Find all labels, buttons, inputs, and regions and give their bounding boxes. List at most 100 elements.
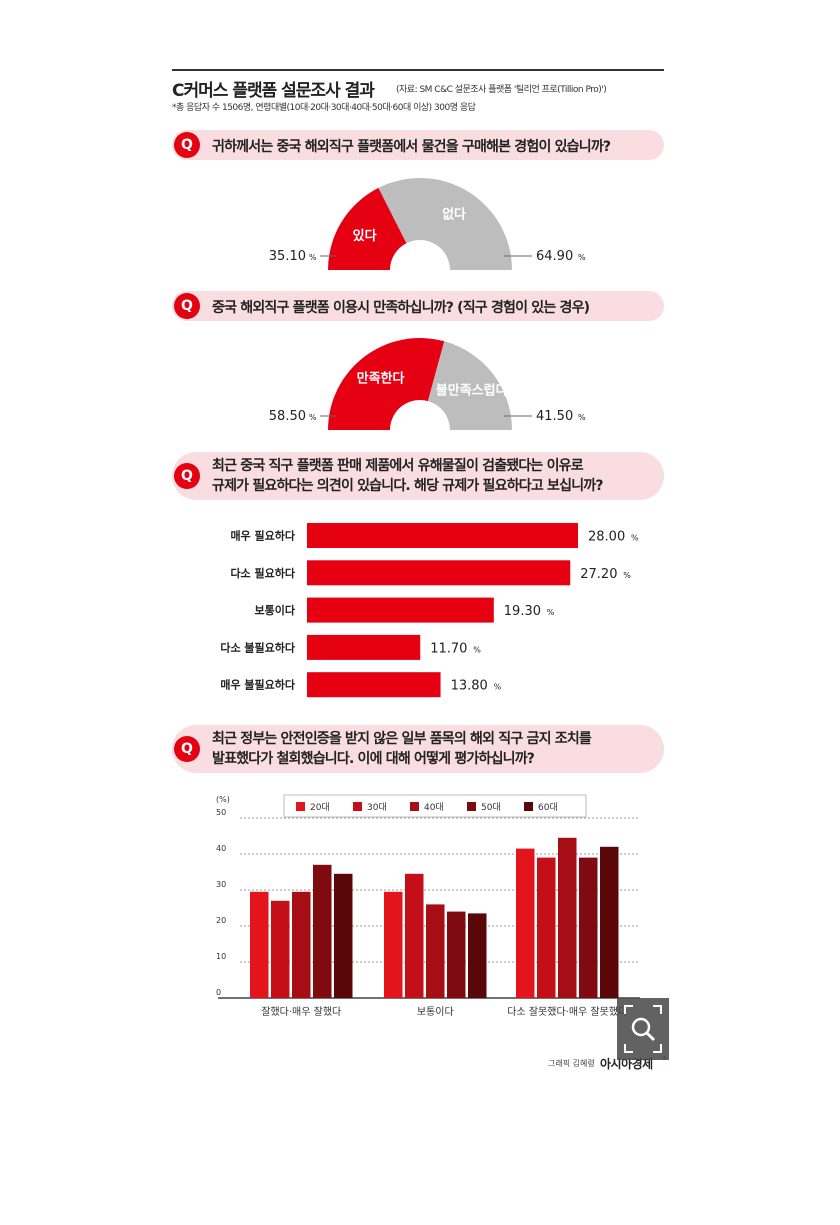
zoom-button[interactable] [617,998,669,1060]
legend-swatch [353,802,362,811]
legend-swatch [467,802,476,811]
y-tick-label: 10 [216,952,226,961]
question-2-text: 중국 해외직구 플랫폼 이용시 만족하십니까? (직구 경험이 있는 경우) [212,300,590,316]
question-3-line-2: 규제가 필요하다는 의견이 있습니다. 해당 규제가 필요하다고 보십니까? [212,478,603,494]
bar [537,857,556,998]
bar-category-label: 보통이다 [255,603,296,617]
bar [307,560,571,586]
bar [271,900,290,998]
y-tick-label: 20 [216,916,226,925]
bar [307,597,494,623]
bar [426,904,445,998]
donut-slice [328,338,445,430]
title-rule [172,69,664,71]
legend-label: 60대 [538,802,558,813]
brand-mark: * [662,1055,667,1065]
slice-label: 불만족스럽다 [436,383,508,399]
bar-value-label: 27.20 [580,567,617,582]
unit-label: % [623,571,631,580]
bar [313,864,332,998]
x-category-label: 다소 잘못했다·매우 잘못했다 [507,1005,627,1018]
unit-label: % [309,253,317,262]
bar [292,891,311,998]
page-title: C커머스 플랫폼 설문조사 결과 [172,81,375,101]
q-icon: Q [174,293,200,319]
y-tick-label: 40 [216,844,226,853]
y-tick-label: 0 [216,988,221,997]
question-4: Q 최근 정부는 안전인증을 받지 않은 일부 품목의 해외 직구 금지 조치를… [172,725,664,773]
y-tick-label: 30 [216,880,226,889]
y-tick-label: 50 [216,808,226,817]
bar-category-label: 매우 필요하다 [230,529,295,543]
brand-logo: 아시아경제 [600,1057,653,1071]
bar-category-label: 매우 불필요하다 [220,678,296,692]
value-label-right: 41.50 [536,409,573,424]
bar-value-label: 28.00 [588,530,625,545]
question-3-line-1: 최근 중국 직구 플랫폼 판매 제품에서 유해물질이 검출됐다는 이유로 [212,458,584,474]
respondent-note: *총 응답자 수 1506명, 연령대별(10대·20대·30대·40대·50대… [172,103,476,113]
bar [405,873,424,998]
legend-swatch [524,802,533,811]
donut-slice [427,341,512,430]
legend-label: 50대 [481,802,501,813]
bar [334,873,353,998]
question-3-text: 최근 중국 직구 플랫폼 판매 제품에서 유해물질이 검출됐다는 이유로 규제가… [212,456,603,496]
value-label-left: 58.50 [269,409,306,424]
source-note: (자료: SM C&C 설문조사 플랫폼 '틸리언 프로(Tillion Pro… [396,85,607,95]
x-category-label: 보통이다 [417,1006,454,1018]
graphic-credit: 그래픽 김혜령 [548,1059,595,1068]
legend-box [283,794,587,818]
hbar-chart: 매우 필요하다 28.00 % 다소 필요하다 27.20 % 보통이다 19.30 % 다소 불… [220,523,639,698]
y-axis-unit: (%) [216,795,230,804]
bar [307,523,578,548]
bar [384,891,403,998]
bar [250,891,269,998]
unit-label: % [578,253,586,262]
slice-label: 없다 [442,207,466,223]
legend-swatch [410,802,419,811]
bar-category-label: 다소 필요하다 [230,566,295,580]
value-label-left: 35.10 [269,249,306,264]
question-4-line-2: 발표했다가 철회했습니다. 이에 대해 어떻게 평가하십니까? [212,751,535,767]
bar-value-label: 13.80 [451,679,488,694]
question-3: Q 최근 중국 직구 플랫폼 판매 제품에서 유해물질이 검출됐다는 이유로 규… [172,452,664,500]
donut-slice [328,187,407,270]
unit-label: % [631,534,639,543]
unit-label: % [309,413,317,422]
q-icon: Q [174,463,200,489]
donut-slice [378,178,512,270]
value-label-right: 64.90 [536,249,573,264]
question-1: Q 귀하께서는 중국 해외직구 플랫폼에서 물건을 구매해본 경험이 있습니까? [172,130,664,160]
bar [516,848,535,998]
unit-label: % [494,683,502,692]
question-1-text: 귀하께서는 중국 해외직구 플랫폼에서 물건을 구매해본 경험이 있습니까? [212,139,611,155]
legend-label: 20대 [310,802,330,813]
zoom-icon [624,1005,662,1053]
slice-label: 있다 [353,228,377,244]
unit-label: % [547,608,555,617]
bar [600,846,619,998]
slice-label: 만족한다 [357,370,405,386]
unit-label: % [578,413,586,422]
question-2: Q 중국 해외직구 플랫폼 이용시 만족하십니까? (직구 경험이 있는 경우) [172,291,664,321]
q-icon: Q [174,736,200,762]
bar [307,672,441,698]
q-icon: Q [174,132,200,158]
bar-value-label: 19.30 [504,604,541,619]
bar [558,837,577,998]
unit-label: % [473,645,481,654]
question-4-line-1: 최근 정부는 안전인증을 받지 않은 일부 품목의 해외 직구 금지 조치를 [212,731,592,747]
x-category-label: 잘했다·매우 잘했다 [261,1005,341,1018]
bar [468,913,487,998]
bar-category-label: 다소 불필요하다 [220,640,296,654]
legend-label: 30대 [367,802,387,813]
question-4-text: 최근 정부는 안전인증을 받지 않은 일부 품목의 해외 직구 금지 조치를 발… [212,729,592,769]
donut-chart-1: 있다 없다 35.10% 64.90% [269,178,586,270]
bar [307,634,421,660]
bar [447,911,466,998]
bar [579,857,598,998]
legend-label: 40대 [424,802,444,813]
bar-value-label: 11.70 [430,641,467,656]
